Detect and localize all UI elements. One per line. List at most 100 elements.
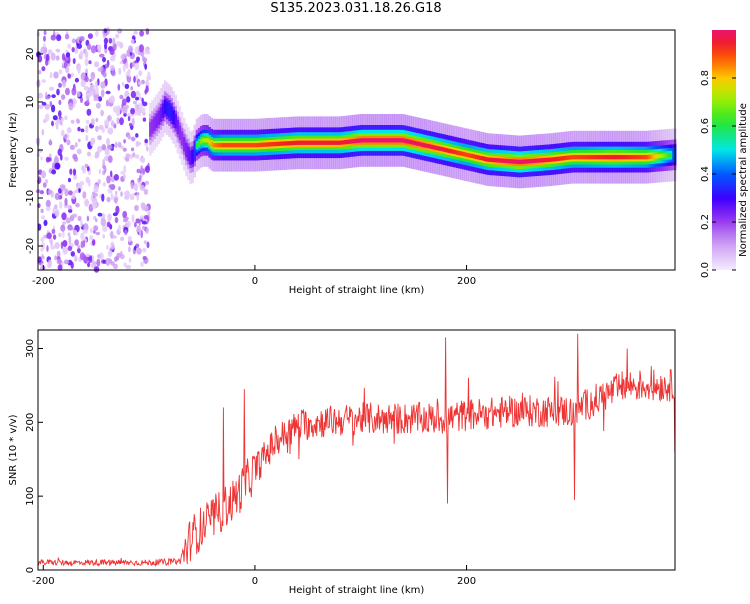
spectral-ridge-cell [172,110,175,125]
noise-speckle [97,96,103,102]
spectral-ridge-cell [426,143,429,149]
noise-speckle [129,193,135,199]
spectral-ridge-cell [669,153,673,158]
spectral-ridge-cell [618,155,622,160]
noise-speckle [93,225,99,232]
noise-speckle [76,118,81,124]
noise-speckle [47,259,53,268]
spectral-ridge-cell [417,141,421,147]
noise-speckle [85,119,90,124]
noise-speckle [135,90,140,95]
spectral-ridge-cell [464,152,467,157]
spectral-ridge-cell [369,138,372,143]
noise-speckle [37,55,43,63]
noise-speckle [115,109,121,117]
noise-speckle [94,153,98,159]
spectral-ridge-cell [491,157,495,163]
noise-speckle [97,145,103,153]
noise-speckle [108,37,113,44]
noise-speckle [131,214,135,223]
noise-speckle [143,240,147,245]
noise-speckle [119,60,123,65]
noise-speckle [107,127,114,135]
noise-speckle [77,247,81,254]
spectral-ridge-cell [212,143,216,148]
noise-speckle [115,33,120,39]
noise-speckle [84,86,88,91]
spectral-ridge-cell [348,139,351,144]
spectral-ridge-cell [297,140,300,145]
noise-speckle [124,216,129,221]
spectral-ridge-cell [159,107,163,122]
noise-speckle [85,125,89,133]
noise-speckle [74,189,79,194]
noise-speckle [73,101,76,108]
spectral-ridge-cell [659,153,662,159]
noise-speckle [47,49,53,55]
spectral-ridge-cell [161,103,165,118]
spectral-ridge-cell [574,155,577,160]
noise-speckle [139,44,144,53]
noise-speckle [45,113,50,122]
noise-speckle [90,138,94,147]
spectral-ridge-cell [549,157,552,162]
noise-speckle [95,231,101,236]
spectral-ridge-cell [307,140,311,145]
spectral-ridge-cell [187,146,190,161]
noise-speckle [123,112,127,117]
spectral-ridge-cell [513,159,516,164]
noise-speckle [53,71,59,79]
snr-plot-frame [37,329,676,571]
noise-speckle [65,66,70,74]
spectral-ridge-cell [612,155,616,160]
noise-speckle [134,62,140,71]
noise-speckle [95,80,98,89]
spectral-ridge-cell [508,159,512,164]
spectral-ridge-cell [652,154,656,159]
noise-speckle [133,75,136,83]
noise-speckle [145,180,149,185]
spectral-ridge-cell [267,142,271,147]
spectral-ridge-cell [585,155,588,160]
noise-speckle [41,66,46,72]
spectral-ridge-cell [252,143,256,148]
noise-speckle [69,168,73,175]
spectral-ridge-cell [227,143,230,148]
noise-speckle [135,218,141,224]
spectral-ridge-cell [354,138,357,144]
noise-speckle [55,55,60,61]
noise-speckle [99,252,104,261]
spectral-ridge-cell [443,147,446,152]
spectral-ridge-cell [379,138,383,143]
noise-speckle [127,235,132,243]
spectral-ridge-cell [235,143,239,148]
noise-speckle [73,229,78,236]
spectral-ridge-cell [576,155,580,160]
noise-speckle [114,217,119,224]
noise-speckle [58,82,62,88]
spectral-ridge-cell [559,156,563,161]
noise-speckle [93,97,99,102]
noise-speckle [68,235,72,244]
spectral-ridge-cell [582,155,586,160]
noise-speckle [139,215,145,220]
noise-speckle [93,184,99,193]
spectral-ridge-cell [324,140,328,145]
noise-speckle [109,231,114,238]
noise-speckle [98,169,102,175]
spectral-ridge-cell [439,146,442,151]
spectral-ridge-cell [517,159,520,165]
noise-speckle [110,64,115,72]
noise-speckle [117,141,122,148]
noise-speckle [60,117,65,122]
noise-speckle [138,81,143,86]
noise-speckle [64,197,68,206]
noise-speckle [95,117,99,123]
noise-speckle [120,236,125,241]
spectral-ridge-cell [483,156,486,161]
y-axis-label: SNR (10 * v/v) [8,414,19,485]
noise-speckle [64,188,69,197]
spectral-ridge-cell [515,159,518,164]
noise-speckle [106,27,110,35]
noise-speckle [97,212,103,217]
